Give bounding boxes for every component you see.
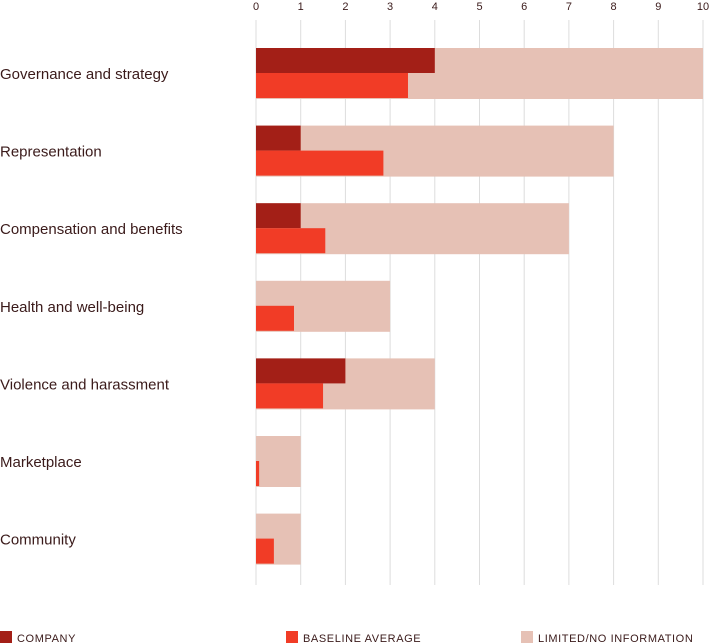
x-tick-label: 5	[476, 1, 482, 13]
legend-label: COMPANY	[17, 633, 76, 644]
bar-baseline-average	[256, 73, 408, 98]
bar-company	[256, 48, 435, 73]
x-tick-label: 10	[697, 1, 709, 13]
bar-company	[256, 203, 301, 229]
bar-company	[256, 358, 346, 384]
bar-baseline-average	[256, 150, 384, 176]
bar-company	[256, 125, 301, 151]
bar-baseline-average	[256, 383, 324, 409]
x-tick-label: 0	[253, 1, 259, 13]
x-tick-label: 9	[655, 1, 661, 13]
x-tick-label: 6	[521, 1, 527, 13]
legend-label: BASELINE AVERAGE	[303, 633, 421, 644]
category-label: Representation	[0, 144, 102, 161]
category-label: Compensation and benefits	[0, 221, 183, 238]
bar-baseline-average	[256, 461, 260, 486]
bar-baseline-average	[256, 538, 274, 564]
x-tick-label: 3	[387, 1, 393, 13]
x-tick-label: 7	[566, 1, 572, 13]
bars	[256, 48, 703, 565]
category-label: Violence and harassment	[0, 376, 170, 393]
bar-baseline-average	[256, 305, 294, 331]
legend: COMPANY BASELINE AVERAGE LIMITED/NO INFORM…	[0, 631, 693, 644]
legend-label: LIMITED/NO INFORMATION	[538, 633, 693, 644]
legend-swatch	[521, 631, 533, 643]
category-labels: Governance and strategy Representation Com…	[0, 66, 183, 549]
x-tick-label: 1	[298, 1, 304, 13]
x-axis-ticks: 0 1 2 3 4 5 6 7 8 9 10	[253, 1, 709, 13]
gridlines	[255, 20, 704, 585]
x-tick-label: 2	[342, 1, 348, 13]
legend-swatch	[0, 631, 12, 643]
category-label: Community	[0, 532, 76, 549]
x-tick-label: 4	[432, 1, 438, 13]
category-label: Health and well-being	[0, 299, 144, 316]
bar-limited-info	[256, 436, 301, 487]
category-label: Governance and strategy	[0, 66, 169, 83]
category-label: Marketplace	[0, 454, 82, 471]
legend-swatch	[286, 631, 298, 643]
bar-baseline-average	[256, 228, 326, 254]
x-tick-label: 8	[611, 1, 617, 13]
